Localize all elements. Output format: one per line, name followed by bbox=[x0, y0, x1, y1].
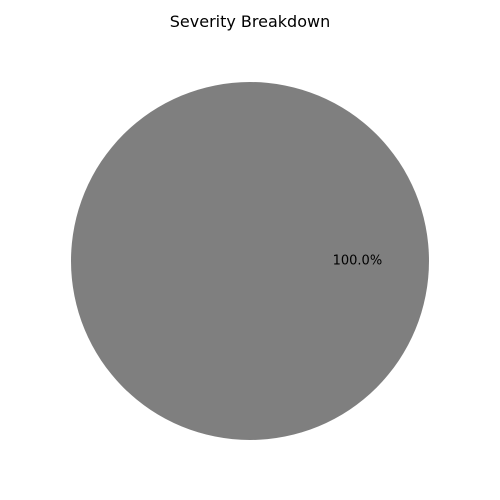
slice-percent-label: 100.0% bbox=[333, 254, 383, 269]
pie-labels-group: 100.0% bbox=[333, 254, 383, 269]
pie-slices-group bbox=[71, 82, 429, 440]
pie-slice bbox=[71, 82, 429, 440]
chart-title: Severity Breakdown bbox=[169, 12, 331, 31]
